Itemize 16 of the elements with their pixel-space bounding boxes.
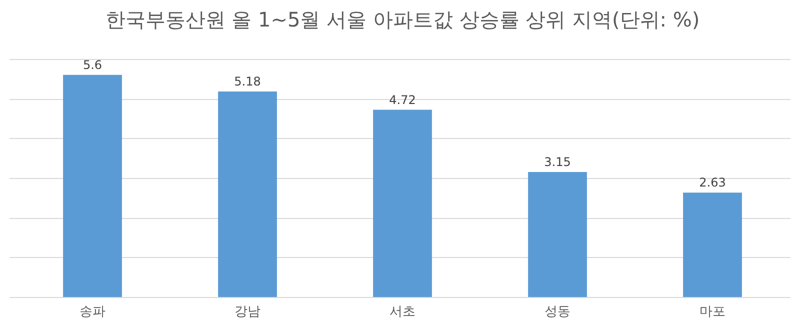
x-tick-label: 성동 [544, 304, 570, 320]
data-label: 3.15 [544, 155, 571, 170]
data-label: 2.63 [699, 176, 726, 190]
x-tick-label: 서초 [390, 304, 416, 320]
bar [683, 192, 742, 297]
data-label: 5.6 [82, 58, 102, 72]
bar [528, 172, 587, 297]
bar [218, 92, 277, 297]
x-tick-label: 마포 [700, 304, 726, 320]
data-label: 5.18 [234, 74, 261, 89]
data-label: 4.72 [389, 92, 416, 107]
x-tick-label: 송파 [80, 304, 106, 320]
x-tick-label: 강남 [234, 304, 260, 320]
bar [373, 110, 432, 297]
bar [63, 74, 122, 297]
chart-title: 한국부동산원 올 1~5월 서울 아파트값 상승률 상위 지역(단위: %) [105, 8, 700, 32]
